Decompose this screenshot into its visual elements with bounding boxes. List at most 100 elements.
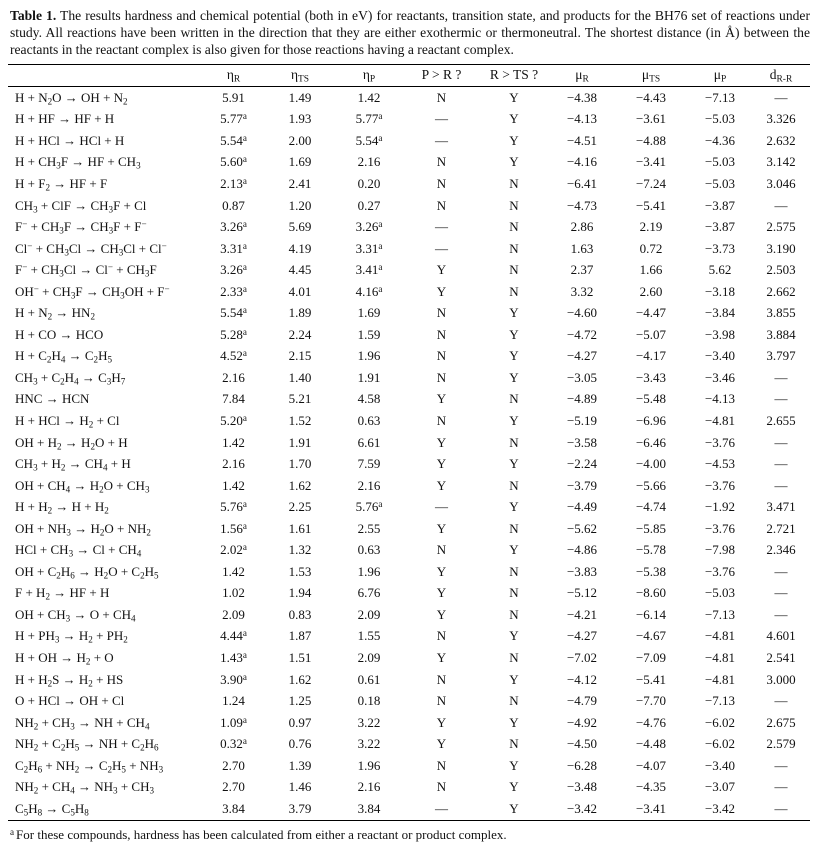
value-cell: −7.13 [704, 606, 736, 622]
column-header-P_gt_R: P > R ? [405, 64, 478, 87]
value-cell: 2.16 [357, 779, 381, 795]
value-cell: 3.26a [355, 218, 383, 235]
value-cell: 3.31a [355, 240, 383, 256]
value-cell: −7.70 [635, 693, 667, 709]
value-cell: −5.78 [635, 542, 667, 558]
value-cell: — [774, 89, 788, 105]
value-cell: 1.62 [288, 671, 312, 687]
value-cell: Y [436, 283, 447, 299]
table-row: F− + CH3Cl → Cl− + CH3F 3.26a 4.45 3.41a Y N 2… [8, 259, 810, 281]
value-cell: N [436, 542, 447, 558]
value-cell: 2.575 [766, 219, 796, 235]
value-cell: −4.79 [566, 693, 598, 709]
value-cell: N [509, 283, 519, 299]
value-cell: — [774, 693, 788, 709]
value-cell: N [436, 154, 447, 170]
value-cell: 1.02 [222, 585, 245, 601]
value-cell: N [436, 412, 447, 428]
value-cell: 0.87 [222, 197, 245, 213]
value-cell: — [774, 197, 788, 213]
value-cell: Y [436, 262, 447, 278]
value-cell: −4.38 [566, 89, 598, 105]
value-cell: 2.70 [222, 757, 245, 773]
value-cell: N [509, 649, 519, 665]
value-cell: −4.48 [635, 736, 667, 752]
value-cell: 1.20 [288, 197, 312, 213]
value-cell: Y [509, 671, 519, 687]
value-cell: Y [436, 391, 447, 407]
value-cell: 4.601 [766, 628, 796, 644]
value-cell: −3.41 [635, 800, 667, 816]
value-cell: — [435, 219, 448, 235]
reaction-cell: Cl− + CH3Cl → CH3Cl + Cl− [15, 240, 167, 257]
value-cell: 4.19 [288, 240, 312, 256]
value-cell: 4.52a [220, 348, 247, 364]
value-cell: 3.26a [220, 262, 247, 278]
value-cell: 1.09a [220, 714, 247, 730]
value-cell: — [435, 240, 448, 256]
reaction-cell: H + HCl → HCl + H [15, 132, 125, 148]
table-row: H + HCl → HCl + H 5.54a 2.00 5.54a — Y −4.51 −4… [8, 130, 810, 152]
table-row: H + HF → HF + H 5.77a 1.93 5.77a — Y −4.13 −3.6… [8, 109, 810, 131]
value-cell: N [436, 89, 447, 105]
reaction-cell: H + OH → H2 + O [15, 649, 114, 667]
reaction-cell: H + C2H4 → C2H5 [15, 348, 113, 365]
value-cell: N [509, 563, 519, 579]
reaction-cell: H + CO → HCO [15, 326, 104, 342]
value-cell: −6.02 [704, 714, 736, 730]
value-cell: 1.91 [357, 369, 381, 385]
table-row: Cl− + CH3Cl → CH3Cl + Cl− 3.31a 4.19 3.31a —… [8, 238, 810, 260]
value-cell: Y [509, 628, 519, 644]
table-row: H + H2S → H2 + HS 3.90a 1.62 0.61 N Y −4.12 −5.… [8, 669, 810, 691]
reaction-cell: OH + H2 → H2O + H [15, 434, 128, 451]
value-cell: Y [509, 132, 519, 148]
value-cell: −3.76 [704, 477, 736, 493]
value-cell: Y [509, 714, 519, 730]
value-cell: −7.13 [704, 693, 736, 709]
column-header-eta_R: ηR [200, 64, 267, 87]
value-cell: −4.12 [566, 671, 598, 687]
value-cell: Y [509, 542, 519, 558]
value-cell: 3.22 [357, 736, 381, 752]
table-row: F− + CH3F → CH3F + F− 3.26a 5.69 3.26a — N 2.8… [8, 216, 810, 238]
value-cell: −4.81 [704, 649, 736, 665]
reaction-cell: F− + CH3Cl → Cl− + CH3F [15, 262, 157, 279]
value-cell: 2.02a [220, 542, 247, 558]
value-cell: — [774, 585, 788, 601]
value-cell: 7.84 [222, 391, 245, 407]
table-row: HNC → HCN 7.84 5.21 4.58 Y N −4.89 −5.48 −4.13 — [8, 389, 810, 411]
value-cell: −4.51 [566, 132, 598, 148]
value-cell: 1.69 [288, 154, 312, 170]
value-cell: 3.797 [766, 348, 796, 364]
table-row: NH2 + CH3 → NH + CH4 1.09a 0.97 3.22 Y Y −4.92… [8, 712, 810, 734]
value-cell: −7.02 [566, 649, 598, 665]
value-cell: 5.76a [355, 499, 383, 515]
table-header: ηR ηTS ηP P > R ? R > TS ? μR μTS μP dR-R [8, 64, 810, 87]
table-row: OH + CH3 → O + CH4 2.09 0.83 2.09 Y N −4.21 −6.… [8, 604, 810, 626]
value-cell: −6.02 [704, 736, 736, 752]
value-cell: N [436, 369, 447, 385]
value-cell: −4.81 [704, 671, 736, 687]
value-cell: 1.42 [222, 477, 245, 493]
value-cell: 2.16 [222, 456, 245, 472]
value-cell: −3.58 [566, 434, 598, 450]
value-cell: Y [436, 606, 447, 622]
value-cell: 2.16 [357, 154, 381, 170]
value-cell: N [509, 197, 519, 213]
table-row: NH2 + CH4 → NH3 + CH3 2.70 1.46 2.16 N Y −3.48… [8, 777, 810, 799]
value-cell: −4.74 [635, 499, 667, 515]
value-cell: −4.60 [566, 305, 598, 321]
value-cell: −3.87 [704, 197, 736, 213]
value-cell: N [436, 197, 447, 213]
value-cell: 4.16a [355, 283, 383, 299]
value-cell: −7.98 [704, 542, 736, 558]
value-cell: 5.91 [222, 89, 245, 105]
caption-label: Table 1. [10, 8, 57, 23]
reaction-cell: H + H2 → H + H2 [15, 499, 109, 516]
value-cell: 3.32 [570, 283, 594, 299]
table-row: OH + NH3 → H2O + NH2 1.56a 1.61 2.55 Y N −5.62… [8, 518, 810, 540]
value-cell: 2.16 [222, 369, 245, 385]
table-row: HCl + CH3 → Cl + CH4 2.02a 1.32 0.63 N Y −4.86… [8, 539, 810, 561]
value-cell: 1.40 [288, 369, 312, 385]
value-cell: Y [509, 757, 519, 773]
